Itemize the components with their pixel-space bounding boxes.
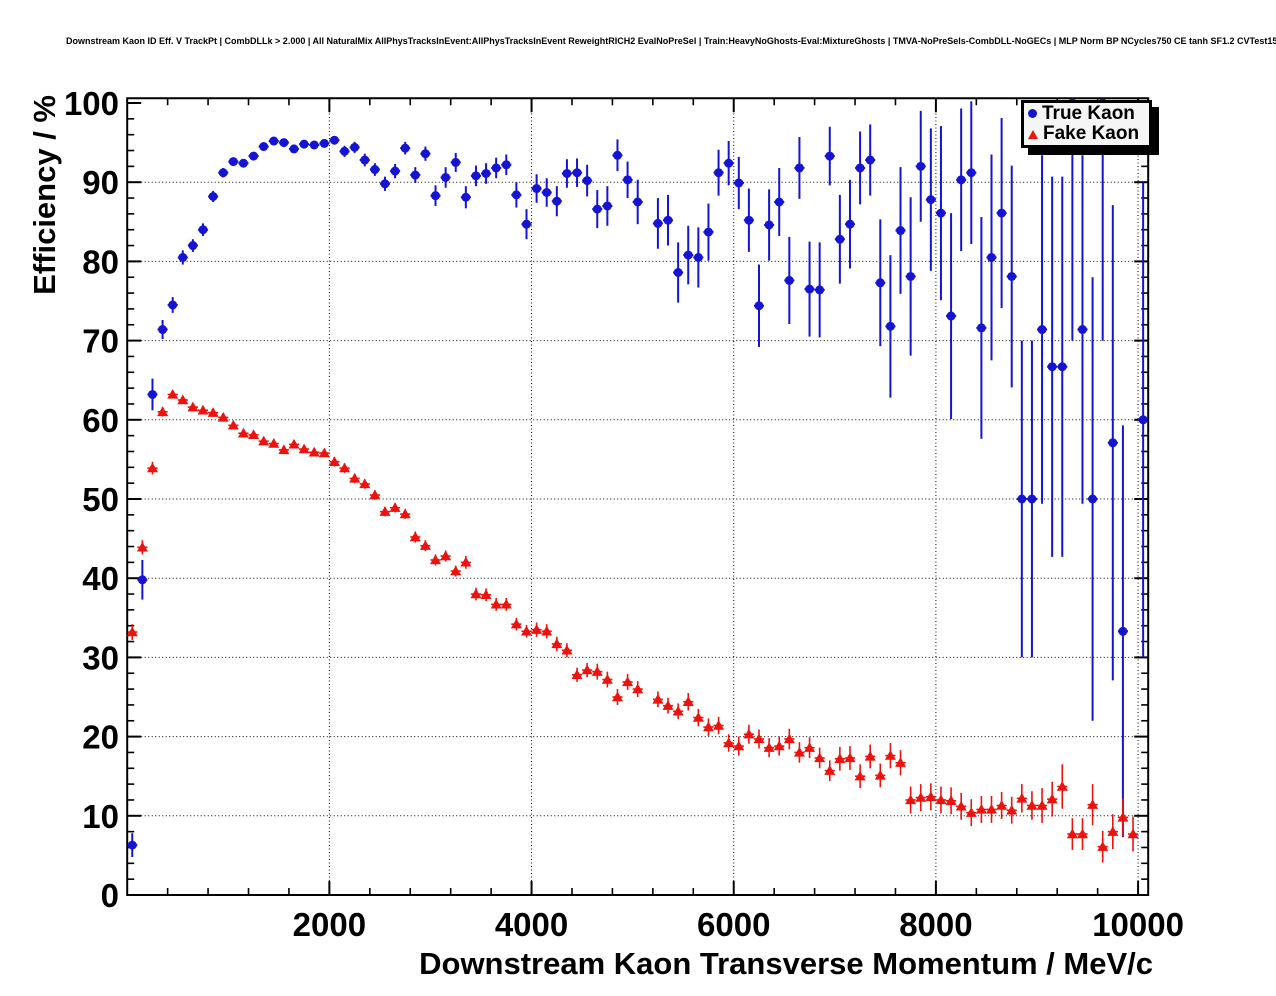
legend-entry-fake-kaon: Fake Kaon <box>1028 123 1149 145</box>
svg-text:100: 100 <box>64 85 119 122</box>
svg-text:50: 50 <box>82 481 119 518</box>
circle-marker-icon <box>1028 109 1037 119</box>
legend-entry-true-kaon: True Kaon <box>1028 102 1149 124</box>
svg-text:40: 40 <box>82 560 119 597</box>
svg-text:2000: 2000 <box>293 906 366 943</box>
x-axis-title: Downstream Kaon Transverse Momentum / Me… <box>419 946 1153 981</box>
legend: True Kaon Fake Kaon <box>1021 100 1152 148</box>
svg-text:10000: 10000 <box>1092 906 1184 943</box>
svg-text:70: 70 <box>82 323 119 360</box>
svg-text:90: 90 <box>82 164 119 201</box>
svg-text:20: 20 <box>82 719 119 756</box>
plot-title: Downstream Kaon ID Eff. V TrackPt | Comb… <box>66 36 1276 46</box>
legend-label: True Kaon <box>1042 102 1135 124</box>
triangle-marker-icon <box>1028 129 1038 139</box>
svg-text:4000: 4000 <box>495 906 568 943</box>
svg-text:6000: 6000 <box>697 906 770 943</box>
legend-label: Fake Kaon <box>1043 123 1140 145</box>
svg-text:0: 0 <box>101 877 119 914</box>
svg-text:10: 10 <box>82 798 119 835</box>
svg-text:30: 30 <box>82 639 119 676</box>
svg-text:8000: 8000 <box>899 906 972 943</box>
svg-text:60: 60 <box>82 402 119 439</box>
svg-text:80: 80 <box>82 243 119 280</box>
